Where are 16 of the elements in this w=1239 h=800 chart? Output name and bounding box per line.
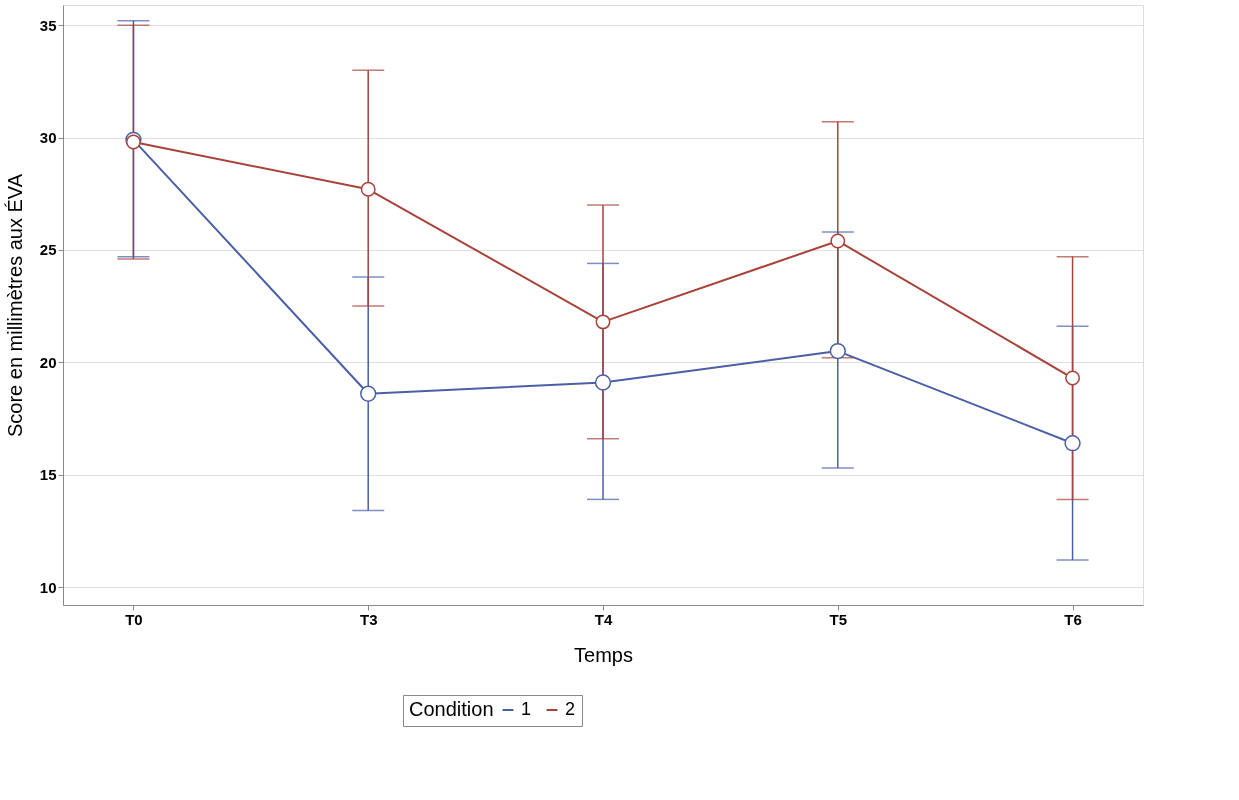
- x-axis-title: Temps: [574, 643, 633, 666]
- legend-title: Condition: [409, 698, 494, 720]
- x-tick-label: T5: [829, 610, 848, 628]
- y-tick-label: 30: [39, 129, 57, 147]
- legend-label: 2: [565, 699, 576, 719]
- y-tick-label: 20: [39, 353, 57, 371]
- y-axis-title: Score en millimètres aux ÉVA: [3, 173, 26, 438]
- y-tick-label: 15: [39, 466, 57, 484]
- x-tick-label: T4: [594, 610, 613, 628]
- y-tick-label: 25: [39, 241, 57, 259]
- y-tick-label: 10: [39, 578, 57, 596]
- x-tick-label: T0: [125, 610, 143, 628]
- x-tick-label: T6: [1064, 610, 1082, 628]
- x-tick-label: T3: [359, 610, 378, 628]
- y-tick-label: 35: [39, 16, 57, 34]
- legend-label: 1: [521, 699, 532, 719]
